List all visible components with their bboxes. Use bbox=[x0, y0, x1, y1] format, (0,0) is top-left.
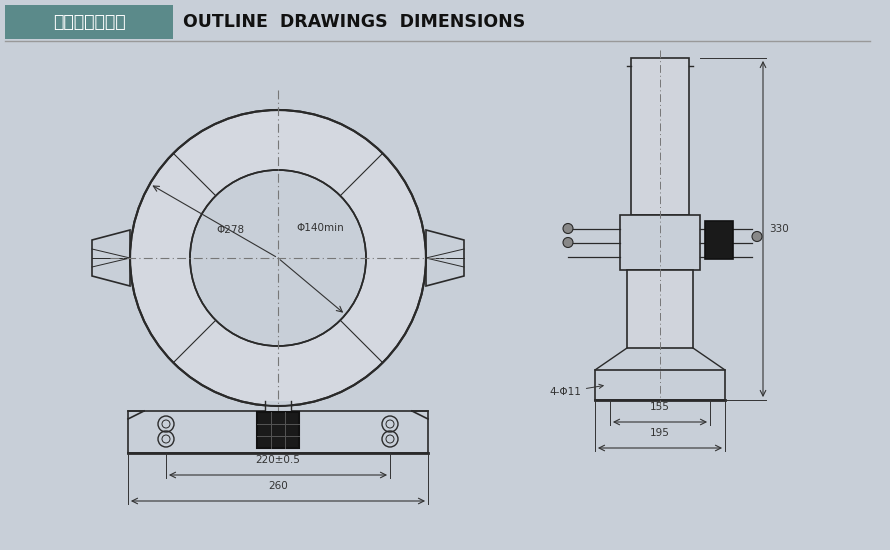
Polygon shape bbox=[92, 230, 130, 286]
Text: 260: 260 bbox=[268, 481, 287, 491]
Text: 4-Φ11: 4-Φ11 bbox=[549, 384, 603, 397]
Bar bbox=[257, 412, 299, 448]
Text: 220±0.5: 220±0.5 bbox=[255, 455, 301, 465]
Bar bbox=[627, 270, 693, 348]
Bar bbox=[5, 5, 173, 39]
Bar bbox=[631, 58, 689, 215]
Text: Φ278: Φ278 bbox=[216, 225, 244, 235]
Bar bbox=[595, 370, 725, 400]
Circle shape bbox=[130, 110, 426, 406]
Text: Φ140min: Φ140min bbox=[296, 223, 344, 233]
Text: 330: 330 bbox=[769, 224, 789, 234]
Circle shape bbox=[563, 238, 573, 248]
Bar bbox=[265, 401, 291, 414]
Bar bbox=[128, 411, 428, 453]
Circle shape bbox=[190, 170, 366, 346]
Text: 外形及安装尺寸: 外形及安装尺寸 bbox=[53, 13, 125, 31]
Circle shape bbox=[752, 232, 762, 241]
Bar bbox=[705, 221, 733, 258]
Text: 195: 195 bbox=[650, 428, 670, 438]
Circle shape bbox=[563, 223, 573, 234]
Text: OUTLINE  DRAWINGS  DIMENSIONS: OUTLINE DRAWINGS DIMENSIONS bbox=[183, 13, 525, 31]
Text: 155: 155 bbox=[650, 402, 670, 412]
Polygon shape bbox=[426, 230, 464, 286]
Bar bbox=[620, 215, 700, 270]
